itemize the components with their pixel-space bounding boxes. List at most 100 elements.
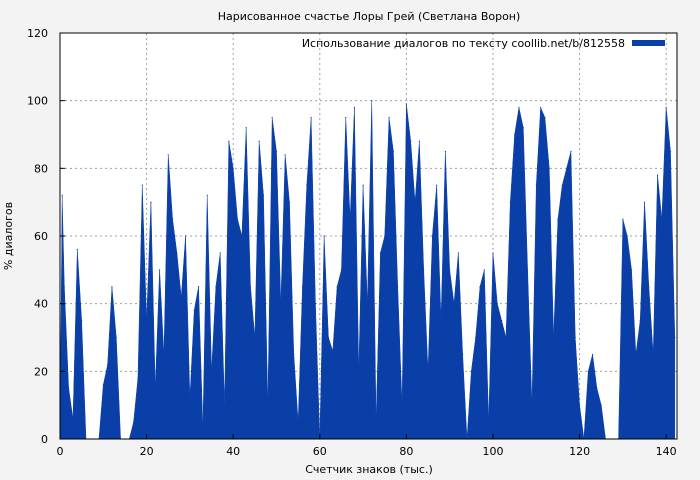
data-point: [314, 303, 317, 305]
data-point: [635, 353, 637, 356]
data-point: [72, 418, 74, 420]
data-point: [661, 218, 663, 220]
data-point: [518, 106, 520, 109]
data-point: [405, 103, 407, 105]
series-area: [59, 100, 676, 440]
data-point: [384, 235, 386, 237]
data-point: [167, 154, 169, 156]
data-point: [444, 150, 446, 153]
data-point: [501, 319, 503, 322]
data-point: [323, 235, 325, 237]
data-point: [414, 201, 416, 203]
data-point: [154, 387, 156, 389]
chart-title: Нарисованное счастье Лоры Грей (Светлана…: [218, 10, 521, 23]
data-point: [496, 303, 498, 305]
data-point: [397, 286, 399, 288]
data-point: [176, 252, 178, 254]
data-point: [379, 252, 382, 254]
data-point: [548, 167, 550, 169]
legend: Использование диалогов по тексту coollib…: [302, 37, 665, 50]
x-tick-label: 40: [226, 445, 240, 458]
data-point: [392, 150, 394, 153]
data-point: [249, 286, 252, 288]
data-point: [553, 336, 555, 339]
data-point: [427, 370, 429, 372]
data-point: [241, 235, 243, 237]
y-tick-label: 80: [34, 162, 48, 175]
data-point: [358, 370, 360, 372]
data-point: [158, 269, 161, 271]
x-tick-label: 60: [313, 445, 327, 458]
data-point: [232, 167, 234, 169]
data-point: [223, 404, 226, 406]
data-point: [145, 319, 148, 322]
data-point: [570, 150, 572, 153]
data-point: [219, 252, 221, 254]
y-tick-label: 60: [34, 230, 48, 243]
data-point: [102, 384, 104, 386]
y-axis-label: % диалогов: [2, 202, 15, 270]
y-tick-label: 100: [27, 95, 48, 108]
data-point: [336, 286, 338, 288]
data-point: [483, 269, 485, 271]
x-tick-label: 140: [656, 445, 677, 458]
data-point: [587, 370, 589, 372]
data-point: [544, 116, 546, 119]
data-point: [371, 100, 373, 102]
data-point: [267, 404, 269, 406]
data-point: [275, 150, 278, 153]
data-point: [171, 218, 174, 220]
data-point: [301, 286, 304, 288]
x-tick-label: 120: [569, 445, 590, 458]
data-point: [76, 248, 78, 251]
data-point: [565, 167, 568, 169]
data-point: [388, 116, 390, 119]
data-point: [591, 353, 594, 356]
data-point: [630, 269, 633, 271]
data-point: [137, 377, 139, 379]
data-point: [648, 286, 650, 288]
data-point: [133, 421, 135, 423]
data-point: [509, 201, 511, 203]
data-point: [141, 184, 143, 186]
data-point: [254, 336, 256, 339]
data-point: [449, 269, 451, 271]
y-tick-label: 0: [41, 433, 48, 446]
data-point: [262, 194, 265, 196]
data-point: [210, 370, 213, 372]
y-tick-label: 40: [34, 298, 48, 311]
data-point: [297, 421, 299, 423]
data-point: [81, 319, 83, 322]
data-point: [280, 303, 282, 305]
data-point: [492, 252, 494, 254]
data-point: [522, 127, 524, 129]
data-point: [436, 184, 438, 186]
data-point: [366, 303, 369, 305]
x-tick-label: 20: [140, 445, 154, 458]
data-point: [669, 150, 672, 153]
data-point: [327, 336, 330, 339]
data-point: [652, 353, 654, 356]
data-point: [643, 201, 646, 203]
data-point: [340, 269, 343, 271]
data-point: [184, 235, 187, 237]
data-point: [293, 353, 295, 356]
data-point: [514, 133, 516, 136]
data-point: [479, 286, 481, 288]
data-point: [674, 336, 676, 339]
y-axis-ticks: 0 20 40 60 80 100 120: [27, 27, 65, 446]
data-point: [228, 140, 230, 142]
data-point: [189, 397, 191, 399]
data-point: [531, 404, 533, 406]
data-point: [535, 184, 537, 186]
data-point: [626, 235, 628, 237]
data-point: [561, 184, 563, 186]
data-point: [258, 140, 260, 142]
data-point: [288, 201, 291, 203]
data-point: [284, 154, 286, 156]
data-point: [150, 201, 152, 203]
data-point: [656, 174, 659, 176]
y-tick-label: 20: [34, 365, 48, 378]
data-point: [639, 319, 641, 322]
